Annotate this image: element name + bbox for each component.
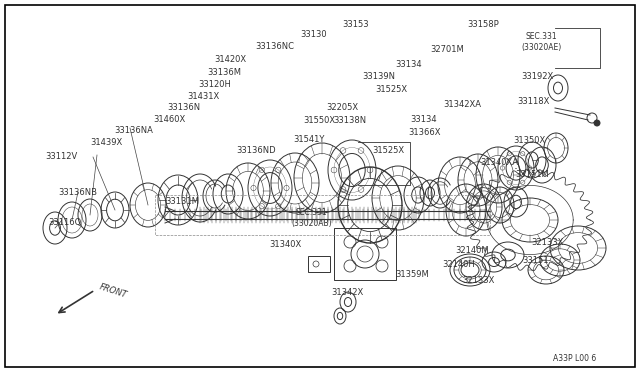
Text: 31359M: 31359M (395, 270, 429, 279)
Text: 33112V: 33112V (45, 152, 77, 161)
Text: (33020AB): (33020AB) (291, 219, 332, 228)
Text: 33153: 33153 (342, 20, 369, 29)
Text: 33136NB: 33136NB (58, 188, 97, 197)
Text: 32133X: 32133X (531, 238, 563, 247)
Text: 32140M: 32140M (455, 246, 488, 255)
Text: SEC.331: SEC.331 (295, 208, 326, 217)
Text: 33151: 33151 (522, 256, 548, 265)
Text: 31340X: 31340X (269, 240, 301, 249)
Text: 31541Y: 31541Y (293, 135, 324, 144)
Text: 32140H: 32140H (442, 260, 475, 269)
Text: 33130: 33130 (300, 30, 326, 39)
Text: 33136N: 33136N (167, 103, 200, 112)
Text: 33139N: 33139N (362, 72, 395, 81)
Text: 33136NA: 33136NA (114, 126, 153, 135)
Text: 31439X: 31439X (90, 138, 122, 147)
Text: (33020AE): (33020AE) (521, 43, 561, 52)
Text: 33138N: 33138N (333, 116, 366, 125)
Text: 33151M: 33151M (515, 170, 548, 179)
Text: 33116Q: 33116Q (48, 218, 81, 227)
Text: 33136NC: 33136NC (255, 42, 294, 51)
Text: 31350X: 31350X (513, 136, 545, 145)
Text: 31525X: 31525X (375, 85, 407, 94)
Text: 31342XA: 31342XA (443, 100, 481, 109)
Text: SEC.331: SEC.331 (525, 32, 557, 41)
Text: 33136M: 33136M (207, 68, 241, 77)
Text: 31431X: 31431X (187, 92, 220, 101)
Text: 33120H: 33120H (198, 80, 231, 89)
Text: 31342X: 31342X (331, 288, 364, 297)
Text: 31340XA: 31340XA (480, 158, 518, 167)
Text: FRONT: FRONT (98, 282, 128, 300)
Text: 31550X: 31550X (303, 116, 335, 125)
Bar (334, 228, 396, 280)
Text: 31525X: 31525X (372, 146, 404, 155)
Text: 33118X: 33118X (517, 97, 549, 106)
Text: 32133X: 32133X (462, 276, 494, 285)
Text: A33P L00 6: A33P L00 6 (553, 354, 596, 363)
Text: 33158P: 33158P (467, 20, 499, 29)
Text: 31420X: 31420X (214, 55, 246, 64)
Text: 31460X: 31460X (153, 115, 185, 124)
Text: 33134: 33134 (410, 115, 436, 124)
Bar (308, 256, 330, 272)
Text: 32701M: 32701M (430, 45, 464, 54)
Text: 31366X: 31366X (408, 128, 440, 137)
Text: 33134: 33134 (395, 60, 422, 69)
Text: 33192X: 33192X (521, 72, 553, 81)
Text: 32205X: 32205X (326, 103, 358, 112)
Text: 33136ND: 33136ND (236, 146, 276, 155)
Circle shape (594, 120, 600, 126)
Text: 33131M: 33131M (165, 197, 199, 206)
